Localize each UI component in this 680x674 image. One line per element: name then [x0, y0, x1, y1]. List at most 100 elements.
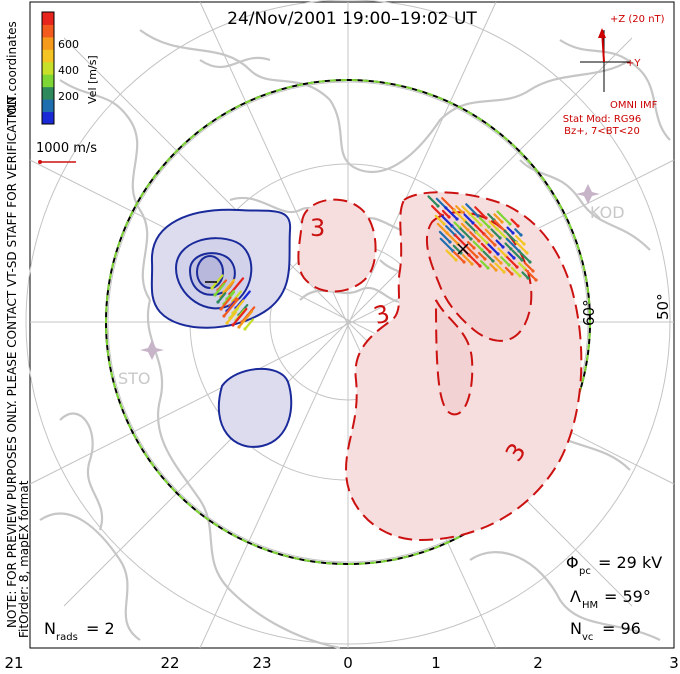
velocity-vector — [470, 214, 483, 227]
velocity-vector — [459, 227, 473, 241]
velocity-vector — [446, 232, 460, 246]
mlt-label: 2 — [533, 654, 543, 672]
velocity-vector — [474, 206, 488, 220]
velocity-vector — [213, 282, 226, 297]
velocity-vector — [454, 234, 468, 248]
velocity-vector — [434, 214, 446, 226]
phi-pc: Φ pc = 29 kV — [566, 553, 662, 577]
velocity-vector — [460, 222, 470, 232]
velocity-vector — [518, 250, 532, 264]
coords-note: MLT coordinates — [5, 21, 19, 118]
lambda-hm: Λ HM = 59° — [570, 587, 651, 611]
mlt-label: 23 — [252, 654, 271, 672]
negative-potential-cells — [150, 208, 293, 448]
fit-order-note: FitOrder: 8, mapEX format — [17, 480, 31, 638]
velocity-vector — [507, 251, 516, 260]
velocity-vector — [510, 218, 520, 228]
station-label: STO — [118, 369, 151, 388]
velocity-vector — [444, 206, 459, 221]
velocity-vector — [514, 240, 529, 255]
velocity-vector — [514, 234, 526, 246]
velocity-vector — [505, 237, 521, 253]
svg-text:rads: rads — [56, 632, 78, 643]
velocity-vector — [477, 251, 487, 261]
velocity-vector — [466, 246, 479, 259]
svg-text:= 29 kV: = 29 kV — [598, 553, 662, 572]
colorbar-swatch — [42, 111, 54, 125]
velocity-vector — [487, 243, 500, 256]
lat-label-60: 60° — [580, 299, 598, 326]
velocity-vector — [445, 249, 458, 262]
colorbar-tick: 200 — [58, 90, 79, 103]
velocity-vector — [504, 242, 513, 251]
velocity-vector — [463, 213, 475, 225]
svg-text:= 59°: = 59° — [604, 587, 651, 606]
hm-boundary — [105, 79, 591, 565]
lat-label-50: 50° — [654, 293, 672, 320]
stat-model: Stat Mod: RG96 — [563, 114, 642, 125]
velocity-vector — [480, 242, 492, 254]
velocity-vector — [504, 266, 514, 276]
map-title: 24/Nov/2001 19:00–19:02 UT — [227, 9, 477, 29]
colorbar-label: Vel [m/s] — [86, 55, 99, 104]
svg-text:HM: HM — [582, 600, 598, 611]
velocity-vector — [495, 239, 505, 249]
velocity-vector — [510, 266, 522, 278]
velocity-vector — [487, 213, 496, 222]
imf-source: OMNI IMF — [610, 100, 658, 111]
colorbar-swatch — [42, 99, 54, 113]
mlt-label: 21 — [4, 654, 23, 672]
colorbar-swatch — [42, 24, 54, 38]
velocity-vector — [493, 219, 507, 233]
velocity-vector — [514, 228, 523, 237]
velocity-vectors — [210, 195, 538, 331]
velocity-vector — [222, 298, 239, 318]
velocity-vector — [219, 296, 232, 311]
mlt-label: 1 — [431, 654, 441, 672]
svg-text:Λ: Λ — [570, 587, 581, 606]
mlt-axis: 21 22 23 0 1 2 3 — [4, 654, 678, 672]
velocity-vector — [484, 228, 494, 238]
svg-text:vc: vc — [582, 632, 593, 643]
svg-text:= 96: = 96 — [602, 619, 641, 638]
imf-condition: Bz+, 7<BT<20 — [564, 126, 640, 137]
velocity-vector — [243, 318, 254, 331]
svg-text:pc: pc — [579, 566, 591, 577]
coastlines — [39, 29, 671, 650]
mlt-label: 0 — [343, 654, 353, 672]
contour-label: 3 — [310, 214, 325, 242]
velocity-vector — [210, 274, 224, 290]
colorbar-swatch — [42, 86, 54, 100]
colorbar-swatch — [42, 36, 54, 50]
velocity-vector — [216, 292, 227, 304]
velocity-vector — [511, 249, 524, 262]
velocity-vector — [506, 256, 519, 269]
plot-frame — [29, 1, 675, 649]
n-vc: N vc = 96 — [570, 619, 641, 643]
velocity-vector — [441, 215, 454, 228]
ref-vector — [38, 160, 76, 164]
velocity-vector — [493, 255, 503, 265]
velocity-vector — [441, 197, 456, 212]
velocity-vector — [521, 271, 530, 280]
velocity-vector — [500, 256, 511, 267]
velocity-vector — [472, 240, 484, 252]
velocity-vector — [493, 213, 504, 224]
positive-potential-cells — [297, 191, 583, 542]
svg-text:Φ: Φ — [566, 553, 579, 572]
velocity-vector — [237, 310, 254, 329]
svg-text:N: N — [570, 619, 582, 638]
velocity-vector — [497, 247, 508, 258]
velocity-vector — [427, 195, 440, 208]
colorbar-tick: 600 — [58, 38, 79, 51]
preview-note: NOTE: FOR PREVIEW PURPOSES ONLY. PLEASE … — [5, 92, 19, 628]
mlt-label: 3 — [669, 654, 679, 672]
svg-text:N: N — [44, 619, 56, 638]
velocity-vector — [483, 233, 497, 247]
velocity-vector — [452, 250, 466, 264]
velocity-vector — [469, 231, 481, 243]
velocity-vector — [455, 205, 464, 214]
velocity-vector — [518, 262, 527, 271]
imf-bz-label: +Z (20 nT) — [610, 14, 665, 25]
velocity-vector — [231, 307, 248, 327]
